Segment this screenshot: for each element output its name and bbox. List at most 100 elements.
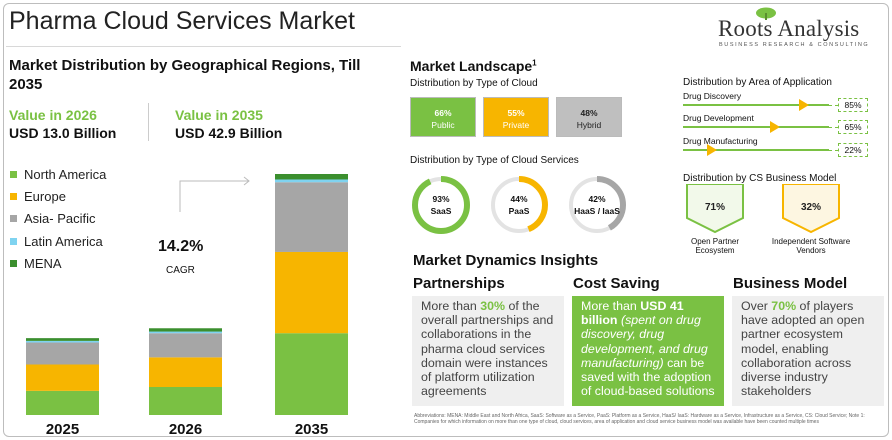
value-2026: USD 13.0 Billion (9, 125, 117, 141)
app-progress-marker (769, 121, 780, 133)
cs-model-shape (782, 184, 840, 234)
partnerships-title: Partnerships (413, 275, 505, 292)
donut-label-haas-iaas: 42% HaaS / IaaS (571, 193, 623, 217)
bar-2035-asia-pacific (275, 182, 348, 252)
app-track (683, 104, 829, 106)
bar-2026-europe (149, 357, 222, 388)
services-donuts (412, 176, 626, 234)
donut-arc-saas (412, 176, 470, 234)
cloud-type-pct: 48% (580, 108, 598, 118)
cs-model-heading: Distribution by CS Business Model (683, 173, 837, 184)
legend-label: Asia- Pacific (24, 211, 96, 226)
business-model-text: Over 70% of players have adopted an open… (732, 296, 884, 406)
bar-2025-europe (26, 364, 99, 391)
legend-item-mena: MENA (10, 256, 62, 271)
cloud-type-private: 55% Private (483, 97, 549, 137)
cloud-type-heading: Distribution by Type of Cloud (410, 78, 538, 89)
partnerships-text: More than 30% of the overall partnership… (412, 296, 564, 406)
bar-2026-mena (149, 328, 222, 332)
services-heading: Distribution by Type of Cloud Services (410, 155, 579, 166)
tree-logo-icon (756, 7, 776, 20)
donut-pct: 42% (588, 194, 606, 204)
page-title: Pharma Cloud Services Market (9, 7, 355, 35)
cagr-arrow-icon (179, 176, 250, 212)
app-label-drug-development: Drug Development (683, 113, 754, 123)
bar-2026-north-america (149, 387, 222, 415)
app-pct: 22% (838, 143, 868, 157)
bar-2025-latin-america (26, 340, 99, 343)
legend-item-latin-america: Latin America (10, 234, 103, 249)
x-tick-2035: 2035 (295, 421, 328, 438)
donut-name: PaaS (508, 206, 530, 216)
legend-swatch (10, 171, 17, 178)
legend-item-north-america: North America (10, 167, 106, 182)
app-connector (829, 127, 838, 128)
cloud-type-label: Hybrid (576, 120, 602, 130)
cloud-type-hybrid: 48% Hybrid (556, 97, 622, 137)
cloud-type-label: Private (502, 120, 530, 130)
cs-model-label-1: Independent Software Vendors (771, 237, 851, 255)
app-label-drug-discovery: Drug Discovery (683, 91, 742, 101)
value-2026-label: Value in 2026 (9, 107, 97, 123)
legend-label: Latin America (24, 234, 103, 249)
donut-name: SaaS (430, 206, 452, 216)
bar-2035-mena (275, 174, 348, 180)
business-model-title: Business Model (733, 275, 848, 292)
legend-swatch (10, 215, 17, 222)
value-2035-label: Value in 2035 (175, 107, 263, 123)
logo-sub: BUSINESS RESEARCH & CONSULTING (719, 42, 870, 48)
value-divider (148, 103, 149, 141)
app-progress-marker (799, 99, 810, 111)
stacked-bar-chart: 2025 2026 2035 (26, 174, 348, 438)
x-tick-2026: 2026 (169, 421, 202, 438)
donut-label-paas: 44% PaaS (493, 193, 545, 217)
donut-pct: 44% (510, 194, 528, 204)
page-frame (3, 3, 889, 437)
legend-label: North America (24, 167, 107, 182)
cagr-value: 14.2% (158, 238, 204, 255)
bar-2025-mena (26, 338, 99, 341)
app-progress-marker (707, 144, 718, 156)
value-2035: USD 42.9 Billion (175, 125, 283, 141)
cloud-type-public: 66% Public (410, 97, 476, 137)
donut-pct: 93% (432, 194, 450, 204)
donut-label-saas: 93% SaaS (415, 193, 467, 217)
dynamics-heading: Market Dynamics Insights (413, 252, 599, 269)
app-pct: 65% (838, 120, 868, 134)
logo-main: Roots Analysis (718, 16, 860, 41)
legend-swatch (10, 238, 17, 245)
app-connector (829, 105, 838, 106)
bar-2026-latin-america (149, 331, 222, 334)
app-label-drug-manufacturing: Drug Manufacturing (683, 136, 758, 146)
cloud-type-pct: 55% (507, 108, 525, 118)
app-track (683, 149, 829, 151)
donut-name: HaaS / IaaS (574, 206, 620, 216)
geo-heading: Market Distribution by Geographical Regi… (9, 57, 361, 93)
bar-2025-asia-pacific (26, 342, 99, 365)
app-connector (829, 150, 838, 151)
legend-label: MENA (24, 256, 62, 271)
cs-model-shape (686, 184, 744, 234)
bar-2026-asia-pacific (149, 333, 222, 358)
legend-swatch (10, 193, 17, 200)
bar-2035-latin-america (275, 179, 348, 183)
application-heading: Distribution by Area of Application (683, 77, 832, 88)
footnote: Abbreviations: MENA: Middle East and Nor… (414, 413, 865, 426)
legend-item-europe: Europe (10, 189, 66, 204)
divider (6, 46, 401, 47)
app-track (683, 126, 829, 128)
landscape-heading: Market Landscape1 (410, 58, 537, 74)
cagr-label: CAGR (166, 265, 195, 276)
cs-model-label-0: Open Partner Ecosystem (690, 237, 740, 255)
app-pct: 85% (838, 98, 868, 112)
bar-2025-north-america (26, 390, 99, 415)
donut-arc-haas-iaas (568, 176, 626, 234)
cost-saving-text: More than USD 41 billion (spent on drug … (572, 296, 724, 406)
cs-model-pct: 32% (801, 202, 821, 213)
cost-saving-title: Cost Saving (573, 275, 660, 292)
legend-item-asia-pacific: Asia- Pacific (10, 211, 96, 226)
cs-model-pct: 71% (705, 202, 725, 213)
bar-2035-north-america (275, 333, 348, 415)
legend-swatch (10, 260, 17, 267)
cloud-type-label: Public (431, 120, 455, 130)
